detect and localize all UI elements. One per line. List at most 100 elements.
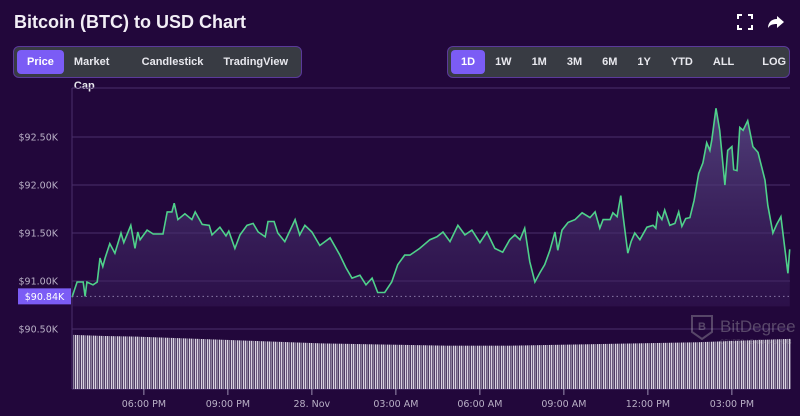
- x-tick-label: 12:00 PM: [626, 399, 670, 410]
- volume-bar: [387, 344, 389, 389]
- volume-bar: [339, 343, 341, 389]
- volume-bar: [587, 344, 589, 389]
- volume-bar: [485, 345, 487, 389]
- range-ytd[interactable]: YTD: [670, 56, 693, 68]
- log-toggle[interactable]: LOG: [762, 56, 787, 68]
- volume-bar: [375, 344, 377, 389]
- tab-market-cap[interactable]: Market Cap: [73, 56, 110, 92]
- volume-bar: [93, 335, 95, 389]
- volume-bar: [653, 343, 655, 389]
- volume-bar: [213, 339, 215, 389]
- tab-candlestick[interactable]: Candlestick: [141, 56, 204, 68]
- range-1y[interactable]: 1Y: [637, 56, 651, 68]
- volume-bar: [727, 341, 729, 389]
- volume-bar: [133, 336, 135, 389]
- volume-bar: [83, 335, 85, 389]
- expand-icon[interactable]: [735, 12, 755, 32]
- volume-bar: [523, 345, 525, 389]
- volume-bar: [411, 345, 413, 389]
- volume-bar: [733, 340, 735, 389]
- volume-bar: [257, 341, 259, 389]
- volume-bar: [291, 342, 293, 389]
- volume-bar: [553, 344, 555, 389]
- volume-bar: [497, 345, 499, 389]
- volume-bar: [659, 342, 661, 389]
- volume-bar: [343, 343, 345, 389]
- volume-bar: [739, 340, 741, 389]
- volume-bar: [683, 342, 685, 389]
- volume-bar: [347, 343, 349, 389]
- volume-bar: [187, 338, 189, 389]
- share-arrow-icon[interactable]: [766, 12, 786, 32]
- volume-bar: [705, 341, 707, 389]
- volume-bar: [453, 345, 455, 389]
- volume-bar: [641, 343, 643, 389]
- volume-bar: [663, 342, 665, 389]
- volume-bar: [299, 342, 301, 389]
- volume-bar: [447, 345, 449, 389]
- volume-bar: [643, 343, 645, 389]
- volume-bar: [165, 337, 167, 389]
- volume-bar: [301, 342, 303, 389]
- volume-bar: [211, 339, 213, 389]
- volume-bar: [451, 345, 453, 389]
- volume-bar: [129, 336, 131, 389]
- range-1m[interactable]: 1M: [531, 56, 547, 68]
- volume-bar: [623, 343, 625, 389]
- volume-bar: [463, 345, 465, 389]
- volume-bar: [195, 338, 197, 389]
- volume-bar: [109, 336, 111, 389]
- volume-bar: [159, 337, 161, 389]
- volume-bar: [135, 336, 137, 389]
- range-3m[interactable]: 3M: [566, 56, 583, 68]
- volume-bar: [423, 345, 425, 389]
- x-tick-label: 06:00 AM: [457, 399, 502, 410]
- volume-bar: [573, 344, 575, 389]
- volume-bar: [673, 342, 675, 389]
- volume-bar: [571, 344, 573, 389]
- volume-bar: [719, 341, 721, 389]
- range-6m[interactable]: 6M: [602, 56, 618, 68]
- tab-price[interactable]: Price: [17, 50, 64, 74]
- range-all[interactable]: ALL: [712, 56, 735, 68]
- range-1d[interactable]: 1D: [451, 50, 486, 74]
- volume-bar: [151, 337, 153, 389]
- volume-bar: [741, 340, 743, 389]
- y-tick-label: $90.50K: [19, 325, 59, 336]
- volume-bar: [533, 345, 535, 389]
- volume-bar: [455, 345, 457, 389]
- volume-bar: [279, 341, 281, 389]
- volume-bar: [369, 344, 371, 389]
- volume-bar: [681, 342, 683, 389]
- volume-bar: [295, 342, 297, 389]
- volume-bar: [379, 344, 381, 389]
- volume-bar: [395, 344, 397, 389]
- volume-bar: [615, 343, 617, 389]
- volume-bar: [747, 340, 749, 389]
- volume-bar: [101, 335, 103, 389]
- volume-bar: [675, 342, 677, 389]
- volume-bar: [389, 344, 391, 389]
- volume-bar: [121, 336, 123, 389]
- volume-bar: [427, 345, 429, 389]
- volume-bar: [331, 343, 333, 389]
- volume-bar: [401, 344, 403, 389]
- volume-bar: [753, 340, 755, 389]
- volume-bar: [765, 339, 767, 389]
- volume-bar: [139, 336, 141, 389]
- volume-bar: [483, 345, 485, 389]
- volume-bar: [73, 334, 75, 389]
- volume-bar: [225, 339, 227, 389]
- volume-bar: [391, 344, 393, 389]
- page-title: Bitcoin (BTC) to USD Chart: [14, 12, 246, 32]
- volume-bar: [639, 343, 641, 389]
- range-1w[interactable]: 1W: [495, 56, 512, 68]
- volume-bar: [289, 342, 291, 389]
- tab-tradingview[interactable]: TradingView: [223, 56, 288, 68]
- volume-bar: [655, 343, 657, 389]
- volume-bar: [345, 343, 347, 389]
- volume-bar: [325, 343, 327, 389]
- volume-bar: [229, 340, 231, 389]
- volume-bar: [759, 339, 761, 389]
- volume-bar: [237, 340, 239, 389]
